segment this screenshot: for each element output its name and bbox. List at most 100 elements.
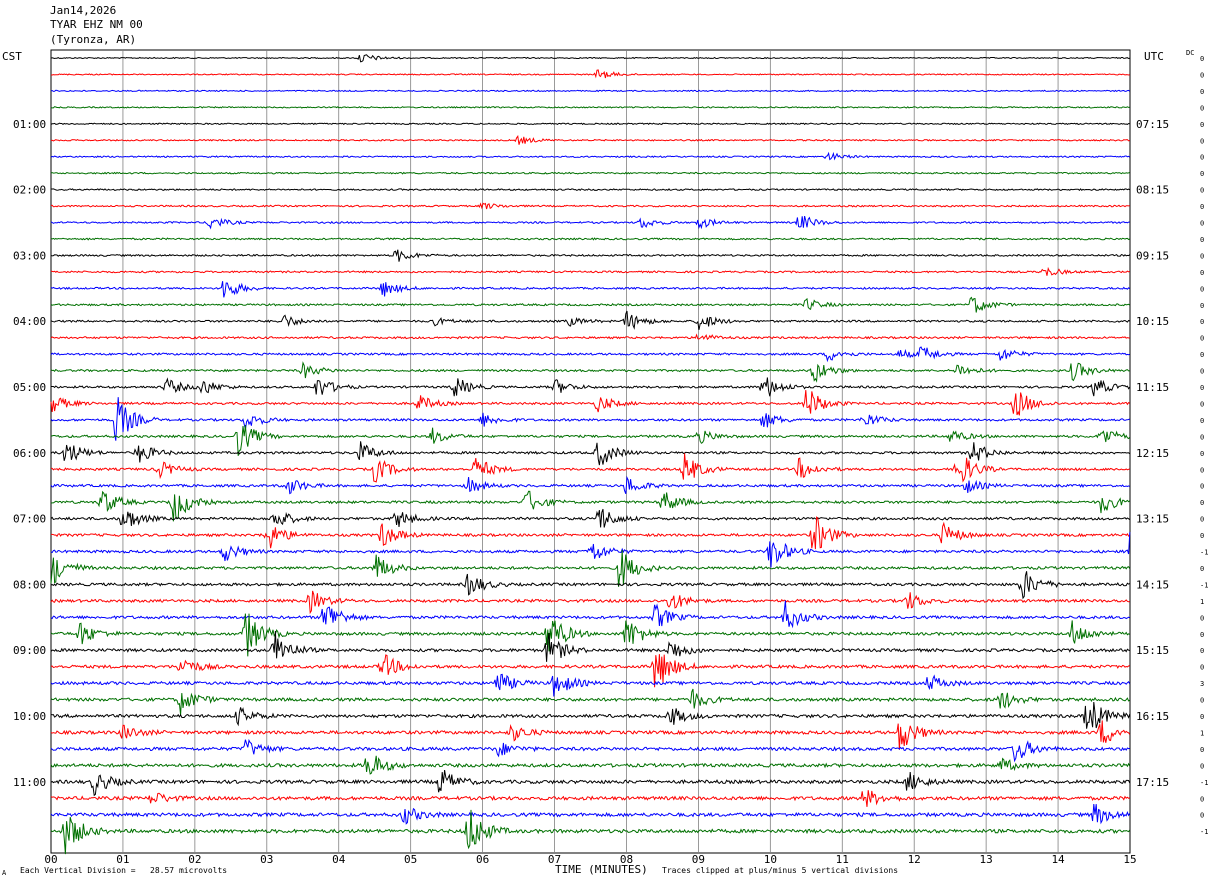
utc-timezone-label: UTC [1144,50,1164,63]
trace-row [50,296,1131,313]
seismic-traces [50,54,1131,855]
dc-offset-value: 0 [1200,450,1204,458]
x-tick-label: 12 [908,853,921,866]
hour-label-left: 09:00 [13,644,46,657]
hour-label-left: 02:00 [13,184,46,197]
trace-row [50,532,1131,568]
hour-label-left: 11:00 [13,776,46,789]
x-tick-label: 14 [1051,853,1065,866]
dc-offset-value: 0 [1200,55,1204,63]
dc-offset-value: 0 [1200,104,1204,112]
dc-offset-header: DC [1186,49,1195,57]
hour-label-right: 11:15 [1136,381,1169,394]
dc-offset-value: 0 [1200,795,1204,803]
trace-row [50,310,1130,330]
trace-row [51,69,1130,79]
trace-row [50,720,1131,750]
x-tick-label: 05 [404,853,417,866]
trace-row [50,249,1131,262]
dc-offset-value: 0 [1200,384,1204,392]
trace-row [50,803,1131,825]
trace-row [50,571,1130,600]
trace-row [51,516,1131,550]
trace-row [50,738,1130,763]
dc-offset-value: 0 [1200,335,1204,343]
trace-row [50,281,1131,298]
hour-label-left: 07:00 [13,513,46,526]
dc-offset-value: -1 [1200,549,1208,557]
trace-row [50,790,1130,807]
dc-offset-value: 0 [1200,236,1204,244]
hour-label-right: 13:15 [1136,513,1169,526]
dc-offset-value: 0 [1200,565,1204,573]
trace-row [50,755,1131,775]
dc-offset-value: 0 [1200,318,1204,326]
hour-label-right: 14:15 [1136,578,1169,591]
trace-row [50,673,1131,697]
x-tick-label: 07 [548,853,561,866]
x-tick-label: 01 [116,853,129,866]
hour-label-right: 17:15 [1136,776,1169,789]
hour-label-left: 06:00 [13,447,46,460]
hour-label-right: 08:15 [1136,184,1169,197]
dc-offset-value: 0 [1200,400,1204,408]
trace-row [50,613,1130,657]
hour-label-left: 10:00 [13,710,46,723]
hour-label-left: 01:00 [13,118,46,131]
x-tick-label: 08 [620,853,633,866]
dc-offset-value: 0 [1200,302,1204,310]
x-axis-ticks: 00 01 02 03 04 05 06 07 08 09 10 11 12 13 14 15 [44,853,1136,866]
station-code: TYAR EHZ NM 00 [50,18,143,31]
dc-offset-value: 0 [1200,351,1204,359]
trace-row [50,122,1130,126]
dc-offset-value: 3 [1200,680,1204,688]
dc-offset-value: 0 [1200,285,1204,293]
x-tick-label: 09 [692,853,705,866]
x-tick-label: 10 [764,853,777,866]
dc-offset-value: 0 [1200,466,1204,474]
hour-label-left: 05:00 [13,381,46,394]
x-tick-label: 13 [980,853,993,866]
trace-row [50,361,1130,383]
trace-row [50,600,1131,629]
dc-offset-value: 0 [1200,483,1204,491]
trace-row [50,397,1130,441]
x-tick-label: 03 [260,853,273,866]
dc-offset-value: 0 [1200,516,1204,524]
right-hour-labels: 07:15 08:15 09:15 10:15 11:15 12:15 13:15 14:15… [1136,118,1169,789]
trace-row [50,202,1130,210]
dc-offset-value: -1 [1200,581,1208,589]
trace-row [50,215,1130,230]
hour-label-right: 07:15 [1136,118,1169,131]
trace-row [50,346,1130,363]
dc-offset-value: -1 [1200,779,1208,787]
dc-offset-column: 0 0 0 0 0 0 0 0 0 0 0 0 0 0 0 0 0 0 0 0 0 0 0 0 0 0 0 0 0 0 -1 0 -1 1 0 0 0 0… [1200,55,1208,836]
trace-row [50,590,1130,615]
x-tick-label: 00 [44,853,57,866]
trace-row [50,770,1131,797]
dc-offset-value: 0 [1200,631,1204,639]
trace-row [50,508,1131,528]
dc-offset-value: 1 [1200,598,1204,606]
plot-frame [50,49,1131,854]
trace-row [50,333,1130,341]
dc-offset-value: 0 [1200,154,1204,162]
trace-row [51,377,1131,397]
x-tick-label: 15 [1123,853,1136,866]
dc-offset-value: 0 [1200,499,1204,507]
dc-offset-value: 0 [1200,812,1204,820]
trace-row [50,106,1130,109]
trace-row [50,266,1130,276]
dc-offset-value: 0 [1200,746,1204,754]
plot-date: Jan14,2026 [50,4,117,17]
trace-row [51,188,1131,192]
dc-offset-value: 0 [1200,137,1204,145]
hour-label-right: 10:15 [1136,315,1169,328]
dc-offset-value: 0 [1200,220,1204,228]
plot-grid [50,49,1131,854]
corner-mark: A [2,869,7,877]
trace-row [50,475,1130,495]
dc-offset-value: 0 [1200,713,1204,721]
trace-row [50,441,1131,466]
